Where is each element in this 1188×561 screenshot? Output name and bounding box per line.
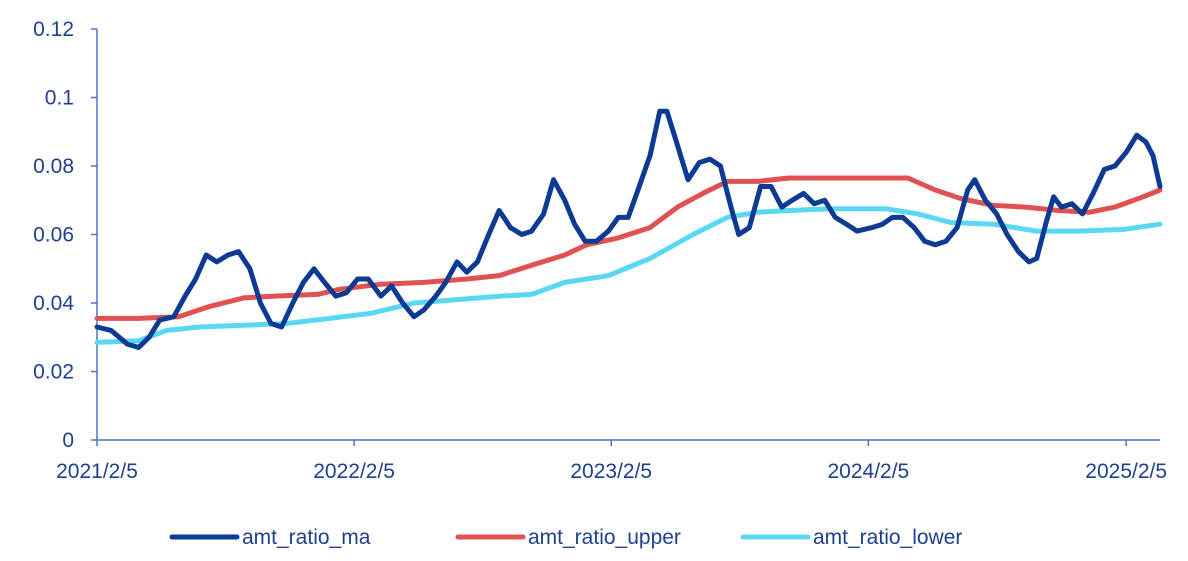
x-axis-ticks: 2021/2/5 2022/2/5 2023/2/5 2024/2/5 2025/2/5 — [56, 440, 1167, 483]
y-tick-label: 0.08 — [33, 155, 74, 178]
legend-label-amt-ratio-ma: amt_ratio_ma — [242, 526, 371, 549]
legend: amt_ratio_ma amt_ratio_upper amt_ratio_low… — [169, 526, 962, 549]
y-tick-label: 0.1 — [45, 87, 74, 110]
y-axis-ticks: 0 0.02 0.04 0.06 0.08 0.1 0.12 — [33, 18, 97, 452]
series-lines — [94, 108, 1163, 350]
y-tick-label: 0.06 — [33, 224, 74, 247]
x-tick-label: 2021/2/5 — [56, 460, 138, 483]
legend-label-amt-ratio-lower: amt_ratio_lower — [813, 526, 962, 549]
legend-label-amt-ratio-upper: amt_ratio_upper — [528, 526, 681, 549]
x-tick-label: 2024/2/5 — [827, 460, 909, 483]
y-tick-label: 0.12 — [33, 18, 74, 41]
x-tick-label: 2023/2/5 — [570, 460, 652, 483]
y-tick-label: 0.04 — [33, 292, 74, 315]
series-line-amt-ratio-ma — [94, 108, 1163, 350]
x-tick-label: 2022/2/5 — [313, 460, 395, 483]
x-tick-label: 2025/2/5 — [1085, 460, 1167, 483]
y-tick-label: 0.02 — [33, 361, 74, 384]
series-line-amt-ratio-lower — [94, 206, 1163, 345]
y-tick-label: 0 — [62, 429, 74, 452]
